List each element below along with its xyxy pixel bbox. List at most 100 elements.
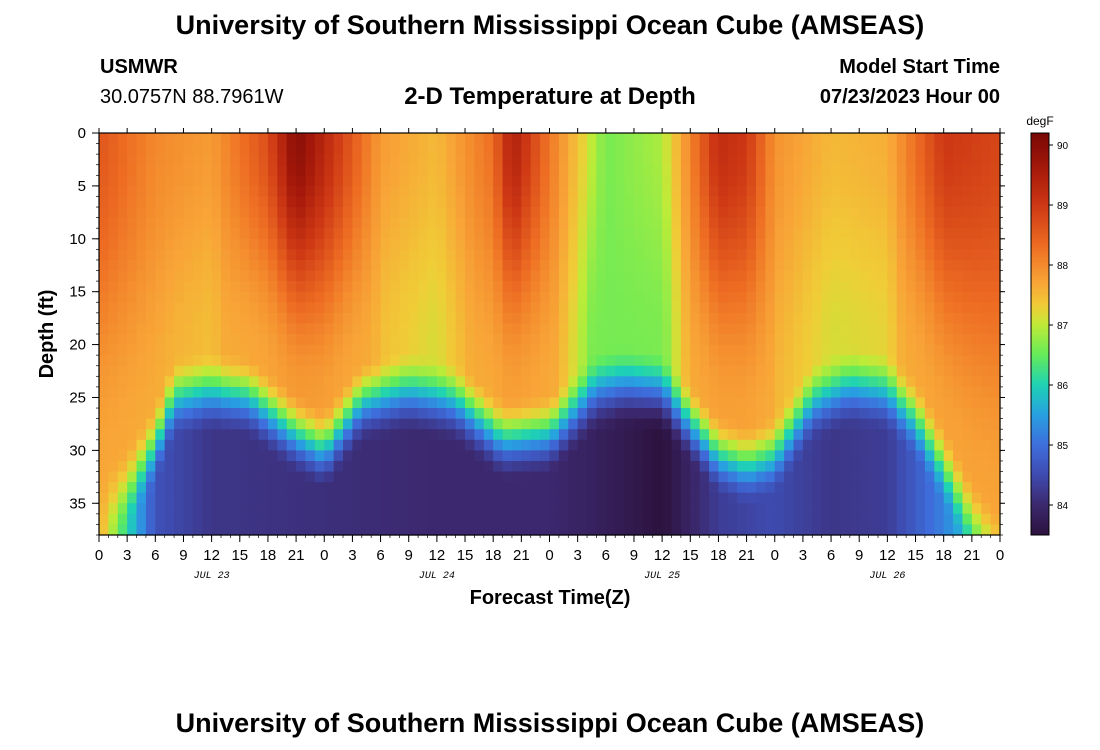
heatmap-cell [662, 408, 673, 420]
heatmap-cell [727, 175, 738, 187]
heatmap-cell [127, 164, 138, 176]
heatmap-cell [558, 408, 569, 420]
heatmap-cell [802, 175, 813, 187]
heatmap-cell [662, 175, 673, 187]
heatmap-cell [596, 513, 607, 526]
heatmap-cell [521, 376, 532, 388]
heatmap-cell [981, 196, 992, 208]
heatmap-cell [953, 164, 964, 176]
heatmap-cell [558, 175, 569, 187]
heatmap-cell [821, 143, 832, 155]
heatmap-cell [183, 460, 194, 473]
heatmap-cell [371, 154, 382, 166]
heatmap-cell [746, 238, 757, 250]
heatmap-cell [221, 259, 231, 272]
heatmap-cell [305, 376, 316, 388]
heatmap-cell [680, 143, 691, 155]
heatmap-cell [277, 513, 288, 526]
heatmap-cell [99, 302, 109, 314]
heatmap-cell [971, 164, 982, 176]
heatmap-cell [915, 154, 926, 166]
heatmap-cell [990, 513, 1001, 526]
heatmap-cell [239, 418, 250, 430]
heatmap-cell [99, 365, 109, 377]
heatmap-cell [249, 460, 260, 473]
heatmap-cell [249, 302, 260, 314]
heatmap-cell [352, 175, 363, 187]
heatmap-cell [389, 355, 400, 367]
heatmap-cell [821, 217, 832, 229]
heatmap-cell [465, 397, 476, 409]
heatmap-cell [145, 408, 156, 420]
heatmap-cell [831, 492, 842, 504]
heatmap-cell [615, 133, 626, 145]
heatmap-cell [718, 376, 729, 388]
heatmap-cell [746, 450, 757, 462]
heatmap-cell [662, 238, 673, 250]
heatmap-cell [361, 365, 372, 377]
heatmap-cell [521, 312, 532, 325]
heatmap-cell [296, 334, 307, 346]
heatmap-cell [849, 133, 860, 145]
x-tick-label: 0 [95, 547, 103, 564]
heatmap-cell [474, 386, 485, 399]
heatmap-cell [408, 312, 419, 325]
heatmap-cell [324, 503, 335, 515]
heatmap-cell [436, 228, 447, 240]
heatmap-cell [164, 376, 175, 388]
heatmap-cell [690, 143, 701, 155]
heatmap-cell [915, 143, 926, 155]
heatmap-cell [136, 450, 147, 462]
heatmap-cell [812, 376, 823, 388]
heatmap-cell [840, 471, 851, 483]
heatmap-cell [352, 482, 363, 494]
heatmap-cell [577, 164, 588, 176]
heatmap-cell [934, 355, 945, 367]
heatmap-cell [389, 281, 400, 293]
heatmap-cell [465, 503, 476, 515]
heatmap-cell [436, 513, 447, 526]
heatmap-cell [568, 376, 579, 388]
heatmap-cell [202, 503, 213, 515]
heatmap-cell [568, 471, 579, 483]
heatmap-cell [305, 450, 316, 462]
heatmap-cell [474, 397, 485, 409]
heatmap-cell [371, 207, 382, 219]
heatmap-cell [127, 513, 138, 526]
heatmap-cell [540, 344, 551, 356]
heatmap-cell [521, 513, 532, 526]
heatmap-cell [812, 291, 823, 303]
heatmap-cell [380, 185, 391, 198]
heatmap-cell [361, 513, 372, 526]
heatmap-cell [343, 164, 354, 176]
heatmap-cell [192, 365, 203, 377]
heatmap-cell [821, 482, 832, 494]
heatmap-cell [718, 460, 729, 473]
heatmap-cell [108, 418, 119, 430]
heatmap-cell [727, 408, 738, 420]
heatmap-cell [802, 429, 813, 441]
heatmap-cell [361, 238, 372, 250]
heatmap-cell [249, 217, 260, 229]
heatmap-cell [587, 429, 598, 441]
heatmap-cell [587, 133, 598, 145]
heatmap-cell [371, 334, 382, 346]
heatmap-cell [671, 281, 682, 293]
heatmap-cell [643, 503, 654, 515]
heatmap-cell [755, 429, 766, 441]
heatmap-cell [465, 185, 476, 198]
heatmap-cell [652, 291, 663, 303]
heatmap-cell [455, 154, 466, 166]
heatmap-cell [784, 323, 795, 335]
heatmap-cell [155, 355, 166, 367]
heatmap-cell [765, 259, 776, 272]
heatmap-cell [877, 164, 888, 176]
heatmap-cell [108, 154, 119, 166]
heatmap-cell [117, 217, 128, 229]
heatmap-cell [99, 492, 109, 504]
heatmap-cell [502, 143, 513, 155]
heatmap-cell [877, 270, 888, 282]
heatmap-cell [427, 207, 438, 219]
heatmap-cell [605, 249, 616, 261]
heatmap-cell [896, 143, 907, 155]
